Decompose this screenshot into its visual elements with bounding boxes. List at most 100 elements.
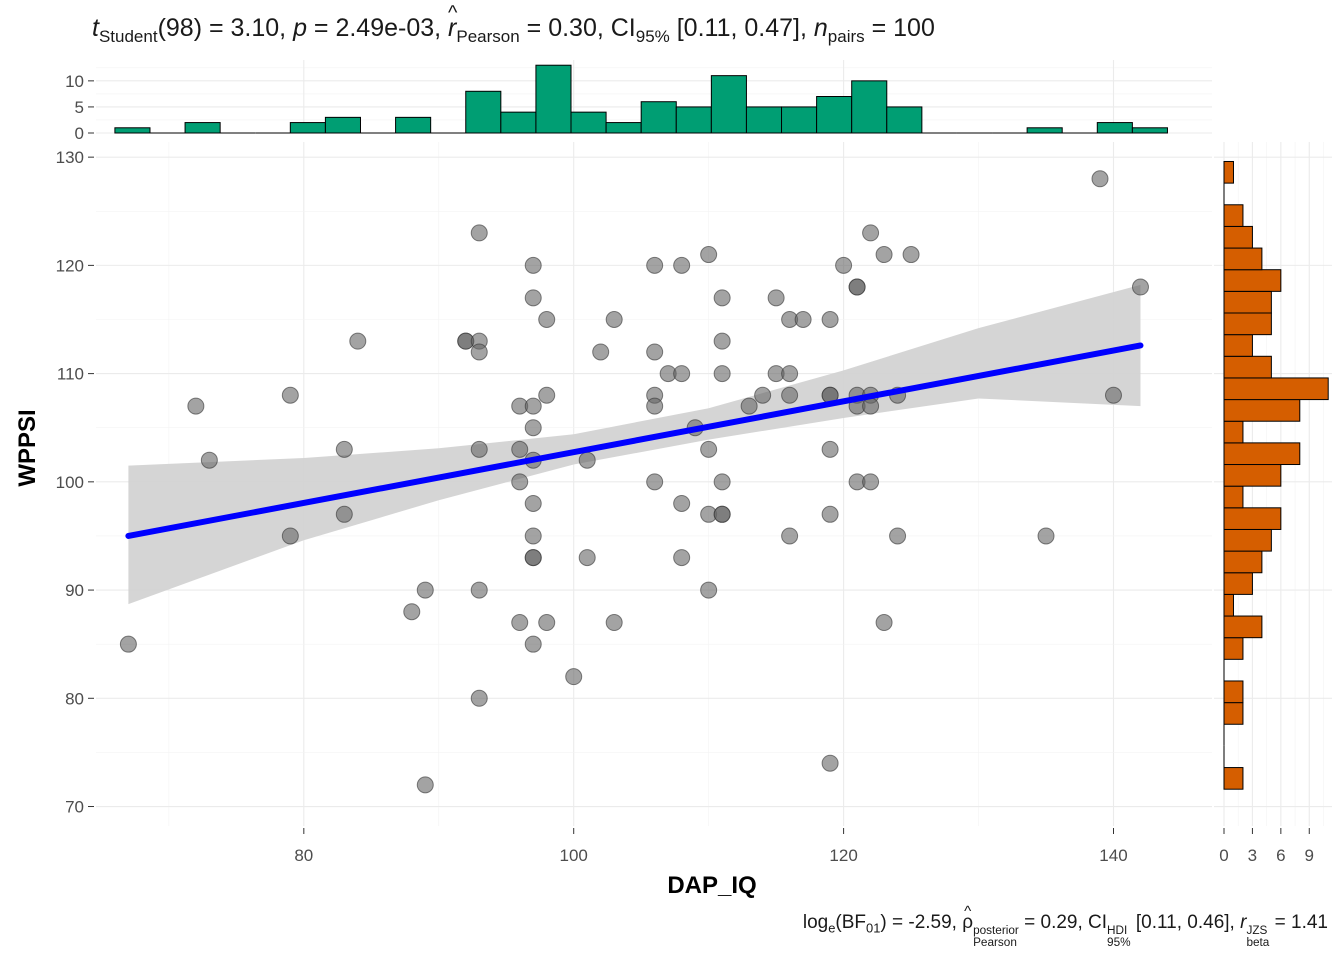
- top-hist-tick-label: 10: [65, 72, 84, 91]
- right-hist-tick-label: 6: [1276, 846, 1285, 865]
- right-hist-bar: [1223, 702, 1244, 725]
- right-hist-bar: [1223, 334, 1253, 357]
- wppsi-histogram: [1223, 160, 1329, 790]
- y-tick-label: 90: [65, 581, 84, 600]
- data-point: [875, 246, 893, 264]
- top-hist-bar: [886, 106, 923, 134]
- right-hist-bar: [1223, 204, 1244, 227]
- data-point: [862, 397, 880, 415]
- data-point: [524, 635, 542, 653]
- x-tick-label: 120: [829, 846, 857, 865]
- r-symbol: r: [448, 14, 457, 42]
- p-value: = 2.49e-03,: [306, 14, 449, 42]
- data-point: [538, 386, 556, 404]
- data-point: [578, 549, 596, 567]
- right-hist-bar: [1223, 290, 1272, 314]
- ci-subscript: 95%: [1107, 936, 1131, 950]
- data-point: [767, 289, 785, 307]
- rho-symbol: ρ: [962, 912, 974, 933]
- top-hist-bar: [535, 64, 572, 134]
- data-point: [524, 527, 542, 545]
- data-point: [646, 256, 664, 274]
- confidence-band: [128, 284, 1141, 605]
- scatter-gridlines: [96, 142, 1212, 826]
- data-point: [673, 256, 691, 274]
- top-hist-bar: [500, 111, 537, 134]
- data-point: [889, 527, 907, 545]
- data-point: [713, 473, 731, 491]
- right-hist-bar: [1223, 247, 1263, 271]
- data-point: [835, 256, 853, 274]
- data-point: [524, 549, 542, 567]
- data-point: [781, 386, 799, 404]
- top-hist-tick-label: 0: [75, 124, 84, 143]
- bf-open: (BF: [835, 912, 867, 933]
- right-hist-bar: [1223, 464, 1282, 487]
- data-point: [740, 397, 758, 415]
- y-tick-label: 100: [56, 473, 84, 492]
- data-point: [646, 473, 664, 491]
- data-point: [281, 527, 299, 545]
- right-hist-bar: [1223, 269, 1282, 292]
- y-axis-title: WPPSI: [14, 409, 41, 486]
- right-hist-bar: [1223, 680, 1244, 704]
- data-point: [200, 451, 218, 469]
- data-point: [1091, 170, 1109, 188]
- right-hist-bar: [1223, 312, 1272, 336]
- r-hat: ^: [448, 1, 458, 24]
- data-point: [524, 494, 542, 512]
- t-symbol: t: [92, 14, 99, 42]
- data-point: [538, 310, 556, 328]
- right-hist-bar: [1223, 528, 1272, 552]
- right-hist-bar: [1223, 637, 1244, 660]
- top-hist-bar: [184, 122, 221, 134]
- x-axis-title: DAP_IQ: [667, 872, 756, 899]
- scatter-points: [119, 170, 1149, 794]
- bf-value: ) = -2.59,: [880, 912, 963, 933]
- right-hist-bar: [1223, 485, 1244, 509]
- ci-value: [0.11, 0.47],: [669, 14, 814, 42]
- data-point: [524, 397, 542, 415]
- data-point: [470, 440, 488, 458]
- data-point: [794, 310, 812, 328]
- data-point: [821, 310, 839, 328]
- data-point: [416, 776, 434, 794]
- data-point: [335, 505, 353, 523]
- top-hist-bar: [289, 122, 326, 134]
- bayes-caption: loge(BF01) = -2.59, ^ ρ posterior Pearson =…: [803, 903, 1328, 950]
- data-point: [403, 603, 421, 621]
- top-hist-bar: [745, 106, 783, 134]
- data-point: [875, 614, 893, 632]
- data-point: [673, 494, 691, 512]
- data-point: [605, 614, 623, 632]
- data-point: [821, 505, 839, 523]
- data-point: [524, 289, 542, 307]
- r-value: = 1.41: [1269, 912, 1328, 933]
- right-hist-tick-label: 0: [1219, 846, 1228, 865]
- n-value: = 100: [864, 14, 935, 42]
- right-hist-bar: [1223, 442, 1301, 466]
- right-hist-tick-label: 3: [1248, 846, 1257, 865]
- top-hist-bar: [816, 96, 853, 134]
- data-point: [673, 549, 691, 567]
- top-hist-bar: [114, 127, 151, 134]
- right-hist-bar: [1223, 377, 1329, 401]
- data-point: [646, 343, 664, 361]
- top-hist-bar: [781, 106, 818, 134]
- bf-subscript: 01: [866, 920, 881, 936]
- top-hist-bar: [395, 116, 432, 134]
- top-hist-bar: [710, 75, 747, 134]
- data-point: [416, 581, 434, 599]
- data-point: [187, 397, 205, 415]
- data-point: [524, 419, 542, 437]
- right-hist-bar: [1223, 572, 1253, 595]
- n-subscript: pairs: [827, 26, 865, 46]
- top-hist-bar: [1096, 122, 1133, 134]
- right-hist-bar: [1223, 160, 1234, 184]
- data-point: [754, 386, 772, 404]
- data-point: [673, 365, 691, 383]
- top-hist-bar: [1026, 127, 1063, 134]
- y-tick-label: 120: [56, 256, 84, 275]
